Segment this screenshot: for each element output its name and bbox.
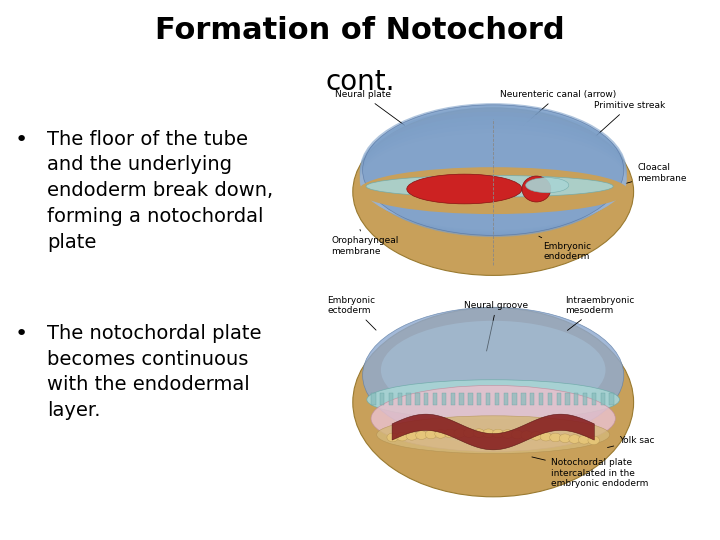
Circle shape [426, 430, 437, 439]
FancyBboxPatch shape [477, 393, 482, 405]
FancyBboxPatch shape [415, 393, 420, 405]
FancyBboxPatch shape [503, 393, 508, 405]
Circle shape [415, 431, 427, 440]
FancyBboxPatch shape [557, 393, 561, 405]
Ellipse shape [363, 307, 624, 443]
Ellipse shape [360, 133, 626, 230]
Ellipse shape [522, 176, 551, 202]
Text: •: • [14, 130, 27, 150]
Text: Neural groove: Neural groove [464, 301, 528, 351]
Ellipse shape [359, 167, 628, 214]
Circle shape [540, 433, 552, 441]
Circle shape [559, 434, 571, 443]
FancyBboxPatch shape [548, 393, 552, 405]
Ellipse shape [360, 120, 626, 233]
Ellipse shape [360, 103, 626, 237]
Ellipse shape [353, 108, 634, 275]
Ellipse shape [360, 116, 626, 234]
Circle shape [492, 429, 504, 438]
Text: The floor of the tube
and the underlying
endoderm break down,
forming a notochor: The floor of the tube and the underlying… [47, 130, 273, 252]
Text: Cloacal
membrane: Cloacal membrane [618, 164, 687, 186]
FancyBboxPatch shape [459, 393, 464, 405]
FancyBboxPatch shape [609, 393, 613, 405]
Circle shape [444, 429, 456, 438]
Ellipse shape [371, 386, 616, 451]
Circle shape [397, 433, 408, 441]
Ellipse shape [360, 112, 626, 235]
Ellipse shape [407, 174, 522, 204]
FancyBboxPatch shape [565, 393, 570, 405]
FancyBboxPatch shape [380, 393, 384, 405]
Circle shape [435, 430, 446, 438]
Ellipse shape [377, 416, 610, 454]
Circle shape [502, 430, 513, 438]
FancyBboxPatch shape [389, 393, 393, 405]
FancyBboxPatch shape [495, 393, 499, 405]
Ellipse shape [363, 105, 624, 235]
Ellipse shape [367, 380, 620, 420]
Circle shape [549, 433, 561, 442]
FancyBboxPatch shape [600, 393, 605, 405]
FancyBboxPatch shape [424, 393, 428, 405]
Circle shape [473, 429, 485, 437]
FancyBboxPatch shape [530, 393, 534, 405]
FancyBboxPatch shape [574, 393, 578, 405]
FancyBboxPatch shape [592, 393, 596, 405]
FancyBboxPatch shape [442, 393, 446, 405]
Ellipse shape [360, 125, 626, 232]
Text: Yolk sac: Yolk sac [608, 436, 654, 448]
FancyBboxPatch shape [521, 393, 526, 405]
FancyBboxPatch shape [539, 393, 543, 405]
Circle shape [454, 429, 465, 437]
FancyBboxPatch shape [583, 393, 588, 405]
FancyBboxPatch shape [407, 393, 411, 405]
Circle shape [569, 435, 580, 443]
Ellipse shape [366, 176, 613, 197]
Circle shape [387, 433, 398, 442]
Text: The notochordal plate
becomes continuous
with the endodermal
layer.: The notochordal plate becomes continuous… [47, 324, 261, 420]
Circle shape [588, 436, 600, 444]
FancyBboxPatch shape [513, 393, 517, 405]
FancyBboxPatch shape [433, 393, 437, 405]
Text: Primitive streak: Primitive streak [594, 101, 665, 136]
FancyBboxPatch shape [486, 393, 490, 405]
FancyBboxPatch shape [451, 393, 455, 405]
Ellipse shape [353, 308, 634, 497]
Circle shape [531, 431, 542, 440]
Circle shape [482, 429, 494, 437]
Text: Oropharyngeal
membrane: Oropharyngeal membrane [331, 230, 399, 256]
Ellipse shape [381, 321, 606, 419]
Circle shape [578, 435, 590, 444]
Circle shape [464, 429, 475, 437]
Text: •: • [14, 324, 27, 344]
Text: Embryonic
ectoderm: Embryonic ectoderm [328, 296, 376, 330]
Ellipse shape [360, 129, 626, 231]
Ellipse shape [526, 178, 569, 193]
Text: cont.: cont. [325, 68, 395, 96]
Text: Formation of Notochord: Formation of Notochord [156, 16, 564, 45]
Text: Intraembryonic
mesoderm: Intraembryonic mesoderm [565, 296, 634, 330]
Ellipse shape [360, 107, 626, 236]
FancyBboxPatch shape [468, 393, 472, 405]
Circle shape [406, 431, 418, 440]
Text: Neurenteric canal (arrow): Neurenteric canal (arrow) [500, 90, 616, 144]
Text: Neural plate: Neural plate [335, 90, 405, 125]
Circle shape [521, 431, 533, 440]
FancyBboxPatch shape [397, 393, 402, 405]
Text: Embryonic
endoderm: Embryonic endoderm [539, 236, 592, 261]
Circle shape [511, 430, 523, 439]
FancyBboxPatch shape [372, 393, 376, 405]
PathPatch shape [392, 414, 594, 450]
Text: Notochordal plate
intercalated in the
embryonic endoderm: Notochordal plate intercalated in the em… [532, 457, 648, 488]
